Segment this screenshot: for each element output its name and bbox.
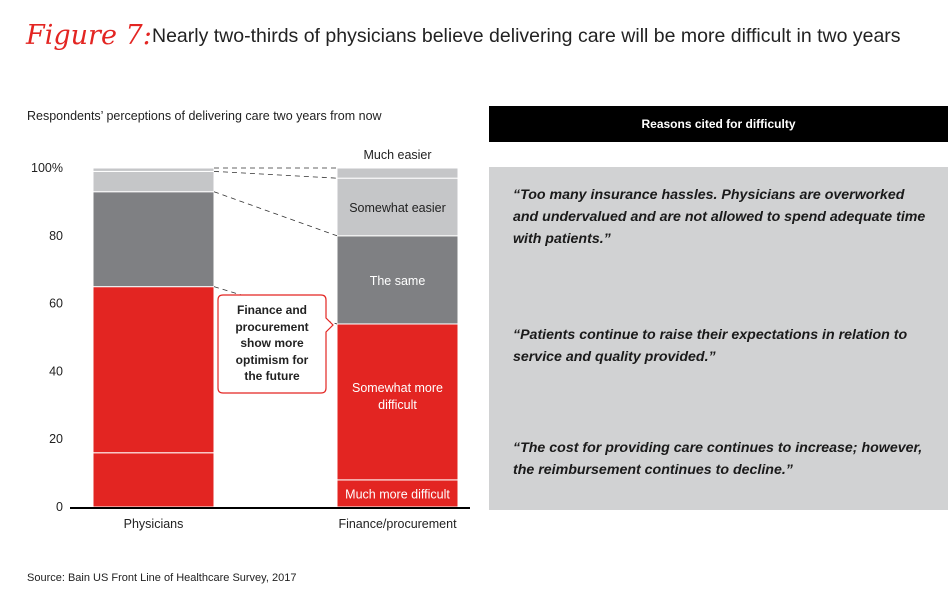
- figure-title: Nearly two-thirds of physicians believe …: [152, 25, 901, 47]
- y-tick-label: 100%: [31, 161, 63, 175]
- bar-segment-finance-procurement-the-same: [336, 235, 459, 325]
- callout-border: [217, 294, 334, 394]
- y-tick-label: 20: [49, 432, 63, 446]
- segment-label-somewhat-more-difficult-line2: difficult: [378, 398, 417, 412]
- reasons-panel: “Too many insurance hassles. Physicians …: [489, 167, 948, 510]
- y-tick-label: 80: [49, 229, 63, 243]
- y-tick-label: 0: [56, 500, 63, 514]
- x-axis-label: Finance/procurement: [338, 517, 457, 531]
- bar-segment-finance-procurement-somewhat-easier: [336, 177, 459, 237]
- bar-segment-physicians-much-easier: [92, 167, 215, 172]
- bar-segment-finance-procurement-much-easier: [336, 167, 459, 179]
- segment-label-much-easier: Much easier: [363, 148, 431, 162]
- source-note: Source: Bain US Front Line of Healthcare…: [27, 572, 297, 584]
- bar-segment-physicians-somewhat-easier: [92, 170, 215, 193]
- segment-label-the-same: The same: [370, 274, 426, 288]
- x-axis-label: Physicians: [124, 517, 184, 531]
- callout-text: Finance and procurement show more optimi…: [235, 303, 309, 383]
- bar-segment-physicians-much-more-difficult: [92, 452, 215, 508]
- segment-label-somewhat-easier: Somewhat easier: [349, 201, 446, 215]
- figure-label: Figure 7:: [26, 20, 152, 51]
- callout-box: Finance and procurement show more optimi…: [217, 294, 334, 394]
- dashed-connector-4: [213, 170, 338, 179]
- quote-insurance-hassles: “Too many insurance hassles. Physicians …: [513, 187, 926, 247]
- bar-segment-physicians-the-same: [92, 191, 215, 288]
- segment-label-much-more-difficult: Much more difficult: [345, 487, 450, 501]
- dashed-connector-3: [213, 191, 338, 237]
- quote-patient-expectations: “Patients continue to raise their expect…: [513, 327, 908, 365]
- bar-segment-finance-procurement-somewhat-more-difficult: [336, 323, 459, 481]
- stacked-bar-chart: 0 20 40 60 80 100% Physicians Finance/procureme…: [31, 148, 470, 531]
- bar-segment-physicians-somewhat-more-difficult: [92, 286, 215, 454]
- chart-title: Respondents’ perceptions of delivering c…: [27, 109, 382, 123]
- segment-label-somewhat-more-difficult-line1: Somewhat more: [352, 381, 443, 395]
- reasons-header: Reasons cited for difficulty: [489, 106, 948, 142]
- quote-reimbursement: “The cost for providing care continues t…: [513, 440, 923, 478]
- y-tick-label: 60: [49, 297, 63, 311]
- y-tick-label: 40: [49, 364, 63, 378]
